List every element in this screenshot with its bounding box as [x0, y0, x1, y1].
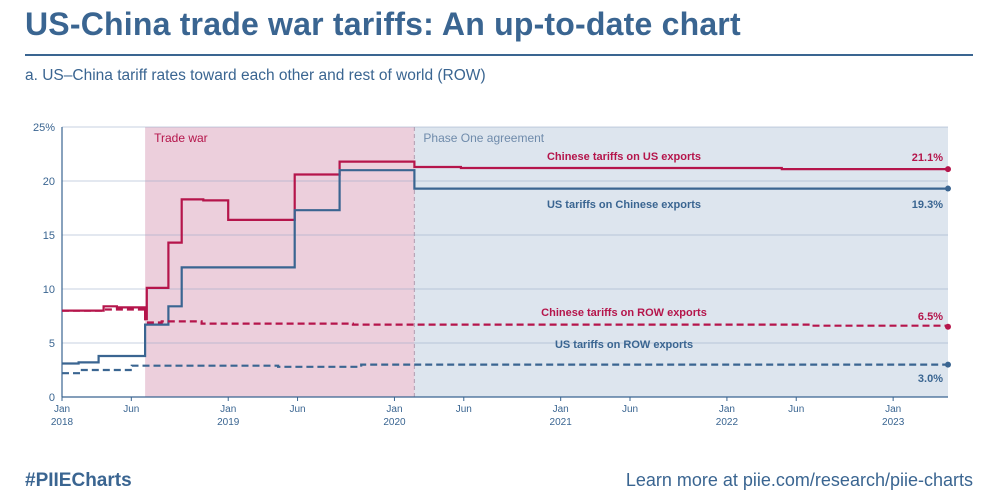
- y-tick-label: 20: [43, 176, 55, 188]
- band-trade-war: [145, 127, 415, 397]
- x-tick-month: Jun: [788, 404, 804, 415]
- x-tick-month: Jan: [386, 404, 402, 415]
- series-line-chinese-tariffs-on-row-exports: [62, 308, 950, 327]
- x-tick-month: Jun: [123, 404, 139, 415]
- x-tick-year: 2020: [383, 417, 406, 428]
- series-end-marker: [945, 185, 951, 192]
- series-name-label: US tariffs on Chinese exports: [547, 199, 701, 211]
- y-tick-label: 25%: [33, 122, 55, 134]
- series-end-value-label: 19.3%: [912, 199, 943, 211]
- y-tick-label: 15: [43, 230, 55, 242]
- y-tick-label: 5: [49, 338, 55, 350]
- x-tick-year: 2023: [882, 417, 905, 428]
- x-tick-year: 2022: [716, 417, 739, 428]
- series-name-label: Chinese tariffs on ROW exports: [541, 307, 707, 319]
- x-tick-year: 2018: [51, 417, 74, 428]
- title-divider: [25, 54, 973, 56]
- chart-subtitle: a. US–China tariff rates toward each oth…: [25, 67, 486, 84]
- learn-more-link[interactable]: Learn more at piie.com/research/piie-cha…: [625, 470, 973, 490]
- x-tick-year: 2019: [217, 417, 240, 428]
- series-end-value-label: 21.1%: [912, 152, 943, 164]
- series-end-marker: [945, 323, 951, 330]
- x-tick-year: 2021: [550, 417, 573, 428]
- hashtag-label: #PIIECharts: [25, 470, 132, 491]
- band-label-phase-one: Phase One agreement: [423, 131, 544, 145]
- series-end-value-label: 6.5%: [918, 311, 943, 323]
- x-tick-month: Jan: [220, 404, 236, 415]
- series-name-label: Chinese tariffs on US exports: [547, 151, 701, 163]
- series-end-value-label: 3.0%: [918, 373, 943, 385]
- series-end-marker: [945, 361, 951, 368]
- x-tick-month: Jun: [622, 404, 638, 415]
- band-phase-one: [414, 127, 948, 397]
- band-label-trade-war: Trade war: [154, 131, 208, 145]
- series-name-label: US tariffs on ROW exports: [555, 339, 693, 351]
- x-tick-month: Jan: [54, 404, 70, 415]
- series-line-chinese-tariffs-on-us-exports: [62, 160, 948, 321]
- x-tick-month: Jan: [553, 404, 569, 415]
- x-tick-month: Jan: [885, 404, 901, 415]
- x-tick-month: Jan: [719, 404, 735, 415]
- chart-title: US-China trade war tariffs: An up-to-dat…: [25, 6, 741, 42]
- series-end-marker: [945, 166, 951, 173]
- y-tick-label: 0: [49, 392, 55, 404]
- series-line-us-tariffs-on-row-exports: [62, 363, 948, 375]
- series-line-us-tariffs-on-chinese-exports: [62, 169, 948, 365]
- x-tick-month: Jun: [289, 404, 305, 415]
- x-tick-month: Jun: [456, 404, 472, 415]
- y-tick-label: 10: [43, 284, 55, 296]
